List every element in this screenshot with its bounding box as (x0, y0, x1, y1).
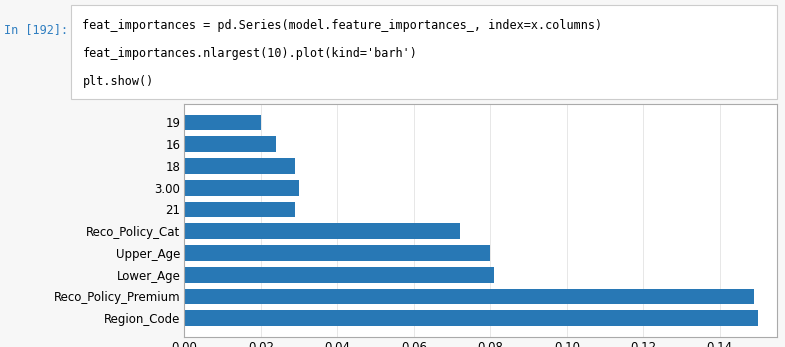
Bar (184, 245, 491, 261)
Bar (184, 136, 276, 152)
Text: plt.show(): plt.show() (82, 75, 154, 88)
Text: feat_importances.nlargest(10).plot(kind='barh'): feat_importances.nlargest(10).plot(kind=… (82, 47, 418, 60)
Bar (184, 158, 295, 174)
Text: In [192]:: In [192]: (4, 23, 68, 36)
Bar (184, 289, 754, 304)
Bar (184, 223, 460, 239)
FancyBboxPatch shape (71, 5, 777, 99)
Text: feat_importances = pd.Series(model.feature_importances_, index=x.columns): feat_importances = pd.Series(model.featu… (82, 19, 603, 32)
Bar (184, 267, 495, 282)
Bar (184, 180, 299, 196)
Bar (184, 202, 295, 217)
Bar (184, 310, 758, 326)
Bar (184, 115, 261, 130)
